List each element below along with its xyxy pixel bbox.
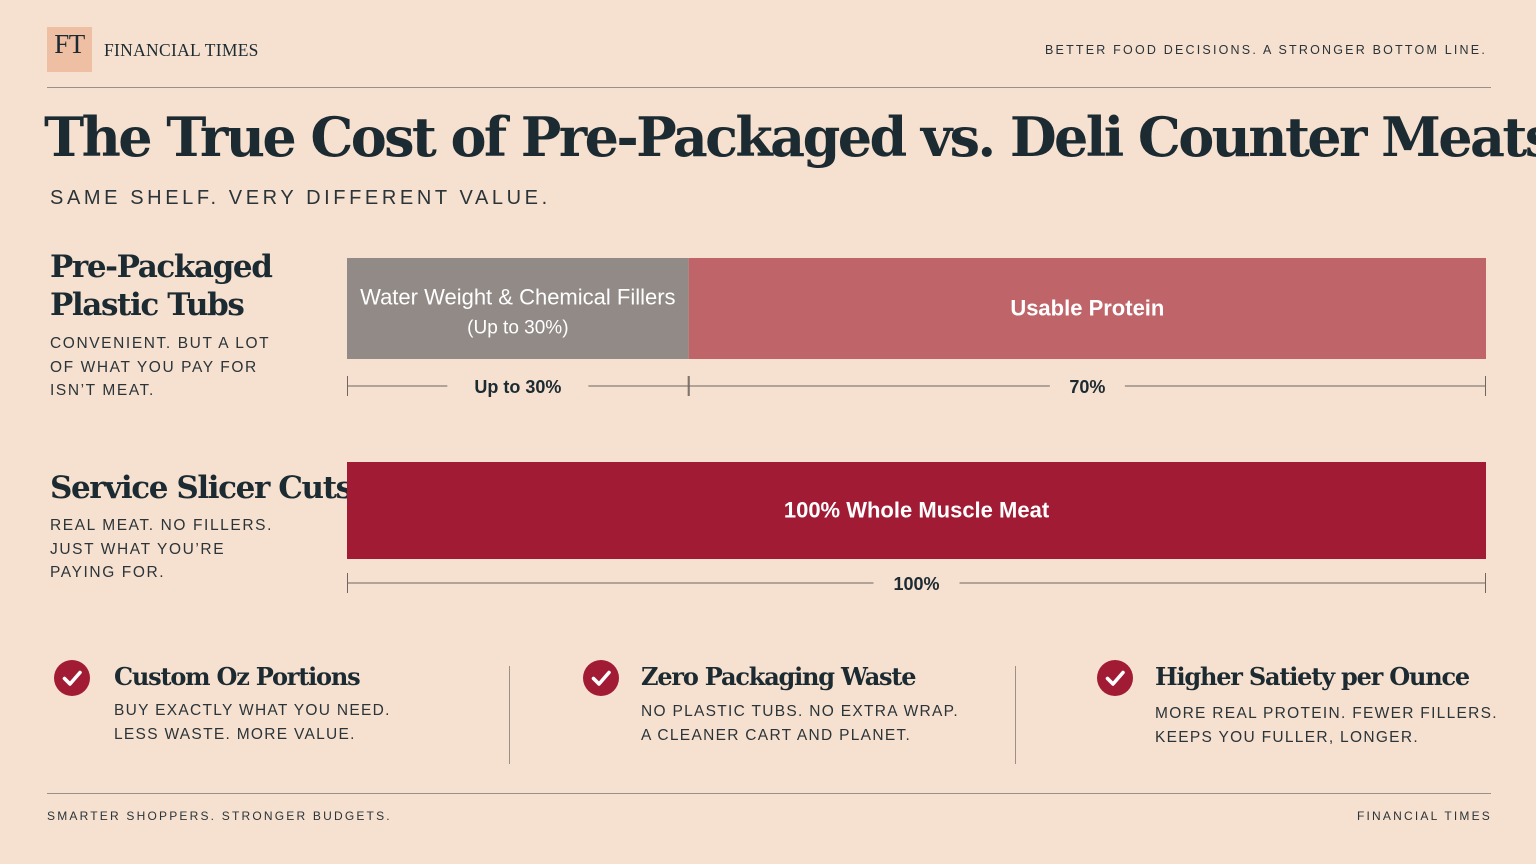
- scale-label: Up to 30%: [474, 377, 561, 397]
- row-title-line: Pre-Packaged: [50, 249, 273, 285]
- header-divider: [47, 87, 1491, 88]
- check-circle-icon: [583, 660, 619, 696]
- row-title-line: Plastic Tubs: [50, 287, 245, 323]
- bar-segment: [347, 258, 689, 359]
- benefit-desc: No plastic tubs. No extra wrap. A cleane…: [641, 700, 959, 748]
- row-desc-service-slicer: Real meat. No fillers. Just what you’re …: [50, 514, 273, 585]
- row-title-service-slicer: Service Slicer Cuts: [50, 469, 353, 507]
- page-subtitle: SAME SHELF. VERY DIFFERENT VALUE.: [50, 187, 551, 209]
- benefit-desc-line: Keeps you fuller, longer.: [1155, 729, 1419, 746]
- benefit-divider: [1015, 666, 1016, 764]
- row-title-line: Service Slicer Cuts: [50, 470, 353, 506]
- benefit-desc: Buy exactly what you need. Less waste. M…: [114, 699, 391, 747]
- benefit-desc-line: More real protein. Fewer fillers.: [1155, 705, 1498, 722]
- row-desc-line: Real meat. No fillers.: [50, 517, 273, 534]
- row-desc-line: Convenient. But a lot: [50, 335, 271, 352]
- ft-logo: FT: [47, 27, 92, 72]
- bar-segment-sublabel: (Up to 30%): [467, 318, 568, 339]
- benefit-title: Higher Satiety per Ounce: [1155, 662, 1470, 691]
- benefit-desc-line: Buy exactly what you need.: [114, 702, 391, 719]
- row-desc-line: paying for.: [50, 564, 166, 581]
- check-circle-icon: [54, 660, 90, 696]
- benefit-desc: More real protein. Fewer fillers. Keeps …: [1155, 702, 1498, 750]
- row-desc-line: of what you pay for: [50, 358, 258, 376]
- bar-segment-label: Water Weight & Chemical Fillers: [360, 285, 675, 310]
- row-desc-prepackaged: Convenient. But a lot of what you pay fo…: [50, 332, 270, 403]
- benefit-desc-line: Less waste. More value.: [114, 726, 356, 743]
- benefit-desc-line: No plastic tubs. No extra wrap.: [641, 703, 959, 720]
- bar-segment: [347, 462, 1486, 559]
- scale-label: 70%: [1069, 377, 1105, 397]
- row-desc-line: isn’t meat.: [50, 382, 155, 399]
- bar-segment-label: 100% Whole Muscle Meat: [784, 498, 1050, 523]
- benefit-divider: [509, 666, 510, 764]
- footer-left-text: SMARTER SHOPPERS. STRONGER BUDGETS.: [47, 809, 392, 823]
- bar-segment-label: Usable Protein: [1010, 296, 1164, 321]
- scale-label: 100%: [893, 574, 939, 594]
- row-title-prepackaged: Pre-Packaged Plastic Tubs: [50, 248, 273, 324]
- brand-name: FINANCIAL TIMES: [104, 40, 259, 60]
- benefit-desc-line: A cleaner cart and planet.: [641, 727, 912, 744]
- benefit-title: Custom Oz Portions: [114, 662, 361, 691]
- page-title: The True Cost of Pre-Packaged vs. Deli C…: [44, 105, 1536, 169]
- check-circle-icon: [1097, 660, 1133, 696]
- benefit-title: Zero Packaging Waste: [641, 662, 917, 691]
- header-tagline: BETTER FOOD DECISIONS. A STRONGER BOTTOM…: [1045, 43, 1487, 57]
- logo-text: FT: [54, 29, 85, 59]
- footer-divider: [47, 793, 1491, 794]
- bar-segment: [688, 258, 1486, 359]
- footer-right-text: FINANCIAL TIMES: [1356, 809, 1492, 823]
- row-desc-line: Just what you’re: [50, 540, 226, 558]
